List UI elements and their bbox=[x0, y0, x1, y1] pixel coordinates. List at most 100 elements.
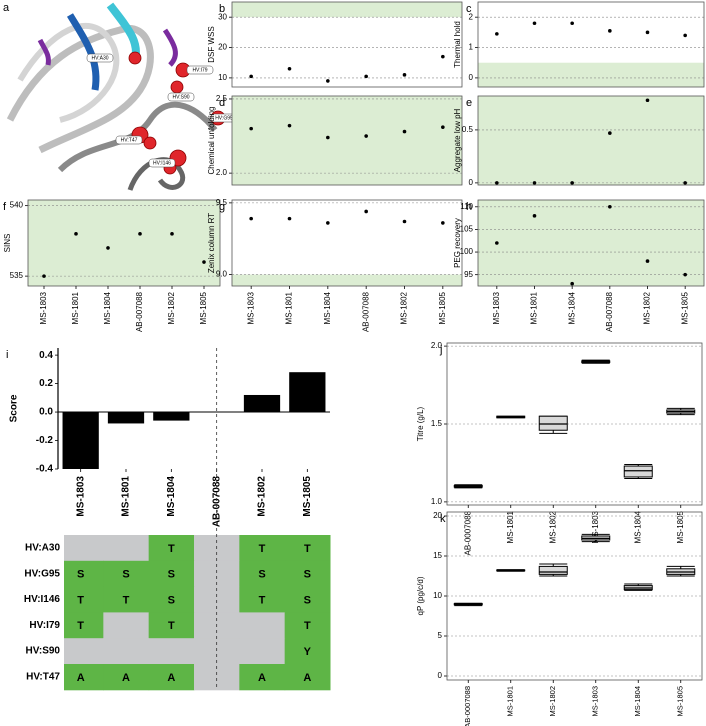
y-tick-label: 110 bbox=[460, 202, 473, 211]
box bbox=[538, 415, 568, 431]
cell bbox=[239, 612, 286, 639]
y-tick-label: 2.5 bbox=[216, 94, 228, 103]
y-tick-label: 10 bbox=[218, 73, 227, 82]
cell-text: S bbox=[304, 569, 311, 581]
y-tick-label: 0.4 bbox=[39, 350, 53, 361]
y-axis-label: SINS bbox=[3, 234, 12, 253]
x-tick-label: MS-1803 bbox=[39, 291, 48, 324]
box bbox=[623, 465, 653, 478]
y-tick-label: 1 bbox=[469, 43, 474, 52]
y-axis-label: Aggregate low pH bbox=[453, 108, 462, 172]
plot-frame bbox=[477, 1, 705, 88]
y-axis-label: Chemical unfolding bbox=[207, 106, 216, 174]
point bbox=[570, 21, 574, 26]
y-axis-label: PEG recovery bbox=[453, 218, 462, 268]
x-tick-label: MS-1801 bbox=[71, 291, 80, 324]
point bbox=[326, 135, 330, 140]
x-tick-label: AB-007088 bbox=[135, 291, 144, 332]
x-tick-label: MS-1805 bbox=[676, 686, 685, 716]
x-tick-label: MS-1802 bbox=[257, 476, 268, 517]
row-label: HV:T47 bbox=[26, 672, 60, 683]
cell bbox=[284, 535, 331, 562]
row-label: HV:I146 bbox=[24, 594, 61, 605]
point bbox=[170, 232, 174, 236]
panel-label: d bbox=[219, 97, 225, 109]
cell bbox=[284, 612, 331, 639]
y-axis-label: DSF WSS bbox=[207, 26, 216, 62]
point bbox=[608, 29, 612, 33]
point bbox=[106, 246, 110, 250]
point bbox=[532, 21, 537, 26]
y-tick-label: 100 bbox=[460, 247, 474, 256]
y-axis-label: Thermal hold bbox=[453, 21, 462, 68]
cell bbox=[103, 560, 150, 588]
point bbox=[364, 74, 368, 79]
y-tick-label: 9.5 bbox=[216, 198, 228, 207]
cell bbox=[64, 638, 104, 665]
point bbox=[249, 126, 253, 131]
cell-text: T bbox=[77, 594, 84, 606]
x-tick-label: MS-1805 bbox=[438, 291, 447, 324]
row-label: HV:G95 bbox=[24, 568, 60, 579]
y-tick-label: 0.5 bbox=[462, 125, 474, 134]
acceptance-region bbox=[478, 62, 704, 87]
panel-label: i bbox=[6, 349, 8, 361]
y-tick-label: -0.4 bbox=[36, 464, 54, 475]
point bbox=[74, 232, 78, 236]
x-tick-label: MS-1804 bbox=[633, 686, 642, 716]
point bbox=[249, 216, 253, 221]
panel-label: b bbox=[219, 3, 225, 15]
point bbox=[42, 274, 46, 278]
x-tick-label: MS-1805 bbox=[199, 291, 208, 324]
label-box bbox=[148, 158, 176, 168]
y-tick-label: 2 bbox=[469, 12, 474, 21]
cell-text: T bbox=[304, 620, 311, 632]
x-tick-label: MS-1802 bbox=[548, 510, 557, 543]
cell-text: S bbox=[122, 569, 129, 581]
residue-label: HV:I146 bbox=[153, 160, 171, 166]
acceptance-region bbox=[28, 200, 220, 286]
point bbox=[287, 66, 292, 71]
row-label: HV:S90 bbox=[26, 646, 61, 657]
y-tick-label: 540 bbox=[10, 201, 24, 210]
x-tick-label: MS-1804 bbox=[567, 291, 576, 324]
x-tick-label: MS-1804 bbox=[633, 510, 642, 543]
point bbox=[364, 134, 368, 138]
point bbox=[683, 272, 687, 277]
cell bbox=[64, 612, 104, 639]
cell-text: Y bbox=[304, 646, 312, 658]
cell-text: A bbox=[122, 672, 130, 684]
cell bbox=[148, 535, 195, 562]
panel-label: e bbox=[466, 97, 472, 109]
point bbox=[608, 204, 612, 209]
x-tick-label: MS-1805 bbox=[680, 291, 689, 324]
x-tick-label: MS-1801 bbox=[530, 291, 539, 324]
cell-text: S bbox=[304, 594, 311, 606]
point bbox=[138, 232, 142, 236]
y-axis-label: qP (pg/c/d) bbox=[416, 576, 425, 615]
ribbon bbox=[57, 101, 218, 173]
cell bbox=[239, 586, 286, 613]
bar bbox=[107, 412, 145, 424]
label-box bbox=[86, 53, 114, 63]
point bbox=[495, 32, 499, 36]
ribbon bbox=[17, 22, 120, 123]
cell bbox=[148, 612, 195, 639]
panel-label: h bbox=[466, 201, 472, 213]
label-box bbox=[115, 135, 143, 145]
x-tick-label: AB-0007088 bbox=[463, 510, 472, 555]
cell-text: S bbox=[77, 569, 84, 581]
x-tick-label: MS-1804 bbox=[166, 476, 177, 517]
bar bbox=[289, 372, 326, 413]
y-tick-label: 15 bbox=[433, 551, 442, 560]
cell bbox=[64, 586, 104, 613]
y-tick-label: 5 bbox=[438, 631, 443, 640]
x-tick-label: AB-0007088 bbox=[463, 686, 472, 726]
plot-frame bbox=[231, 95, 463, 186]
row-label: HV:I79 bbox=[29, 620, 60, 631]
cell-text: S bbox=[168, 569, 175, 581]
cell bbox=[64, 664, 104, 691]
cell bbox=[64, 560, 104, 588]
